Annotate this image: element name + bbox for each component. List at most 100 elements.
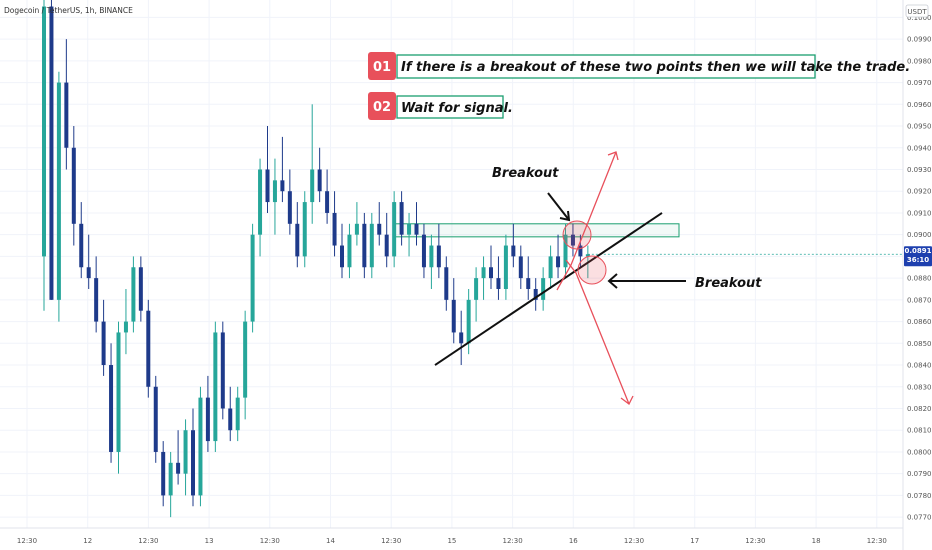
candle-body — [563, 234, 568, 268]
candle — [526, 256, 531, 300]
candle — [429, 234, 434, 289]
candle-body — [250, 234, 255, 322]
note-2-badge-label: 02 — [373, 100, 391, 115]
note-1-badge — [368, 52, 396, 80]
breakout-circle-bottom — [577, 255, 607, 285]
candle — [503, 234, 508, 300]
candle — [489, 245, 493, 289]
x-tick-label: 14 — [326, 537, 335, 545]
candle-body — [64, 82, 69, 148]
y-tick-label: 0.0820 — [907, 405, 932, 413]
candle — [377, 202, 382, 246]
candle — [138, 256, 143, 322]
candle — [183, 419, 188, 496]
breakout-label-top: Breakout — [492, 166, 559, 181]
candle-body — [466, 299, 471, 344]
candle-body — [235, 397, 240, 431]
candle-body — [578, 245, 583, 257]
candle — [325, 169, 330, 224]
arrow-head-down — [620, 395, 634, 405]
candle — [459, 310, 464, 366]
x-tick-label: 12:30 — [138, 537, 158, 545]
candle-body — [518, 256, 523, 279]
y-tick-label: 0.0960 — [907, 101, 932, 109]
candle-body — [176, 462, 181, 474]
candle — [64, 39, 69, 170]
candle-body — [138, 267, 143, 311]
y-tick-label: 0.0920 — [907, 188, 932, 196]
y-tick-label: 0.0810 — [907, 427, 932, 435]
candle-body — [213, 332, 218, 442]
candle — [220, 321, 225, 420]
candle-body — [474, 278, 479, 300]
candle-body — [489, 267, 493, 279]
candle — [258, 158, 263, 257]
candle-body — [146, 310, 151, 387]
candle-body — [109, 365, 114, 452]
note-1-box — [396, 54, 816, 79]
currency-label: USDT — [907, 8, 927, 16]
support-trendline[interactable] — [434, 212, 663, 366]
candle — [541, 267, 546, 311]
pointer-head-bottom — [607, 273, 618, 289]
x-tick-label: 12:30 — [624, 537, 644, 545]
candle-body — [436, 245, 441, 268]
candle — [511, 223, 516, 268]
candle-body — [228, 408, 233, 431]
candle-body — [101, 321, 106, 366]
annotation-layer — [434, 151, 686, 405]
x-tick-label: 18 — [812, 537, 821, 545]
note-1-badge-label: 01 — [373, 60, 391, 75]
x-tick-label: 13 — [205, 537, 214, 545]
candle — [235, 386, 240, 442]
candle — [384, 212, 389, 268]
candle — [109, 343, 114, 463]
candle-body — [265, 169, 270, 203]
candle-body — [570, 234, 575, 246]
candle — [191, 408, 195, 507]
candle-body — [295, 223, 300, 257]
y-tick-label: 0.1000 — [907, 14, 932, 22]
candle-body — [369, 223, 374, 268]
y-tick-label: 0.0790 — [907, 470, 932, 478]
candle — [228, 386, 233, 442]
currency-badge[interactable] — [905, 4, 929, 18]
candle-body — [131, 267, 136, 322]
candle-body — [421, 234, 426, 268]
x-tick-label: 15 — [447, 537, 456, 545]
candle-body — [86, 267, 91, 279]
candles — [42, 0, 590, 518]
pointer-head-top — [559, 210, 571, 222]
candle-body — [280, 180, 285, 192]
candle — [176, 430, 181, 485]
candle — [94, 256, 99, 333]
candle-body — [191, 430, 195, 496]
candle — [250, 223, 255, 333]
candle — [340, 223, 344, 279]
note-2-box — [396, 95, 504, 119]
y-tick-label: 0.0800 — [907, 448, 932, 456]
candle-body — [325, 191, 330, 213]
candle — [287, 169, 292, 235]
candle — [332, 191, 337, 257]
candle — [168, 451, 173, 518]
candle — [436, 223, 441, 279]
x-tick-label: 12:30 — [745, 537, 765, 545]
note-2-text: Wait for signal. — [401, 101, 513, 116]
note-1[interactable]: 01 If there is a breakout of these two p… — [368, 52, 910, 80]
price-axis: 0.1000 0.0990 0.0980 0.0970 0.0960 0.0950 0.09… — [907, 14, 932, 522]
candle-body — [556, 256, 561, 268]
candle-body — [511, 245, 516, 257]
candle-body — [123, 321, 128, 333]
candle — [570, 223, 575, 257]
candle — [369, 212, 374, 279]
y-tick-label: 0.0900 — [907, 231, 932, 239]
candle-body — [317, 169, 322, 192]
candle-body — [302, 202, 307, 257]
y-tick-label: 0.0840 — [907, 362, 932, 370]
note-2[interactable]: 02 Wait for signal. — [368, 92, 513, 120]
candle — [354, 202, 359, 246]
candle-body — [332, 212, 337, 246]
y-tick-label: 0.0880 — [907, 275, 932, 283]
